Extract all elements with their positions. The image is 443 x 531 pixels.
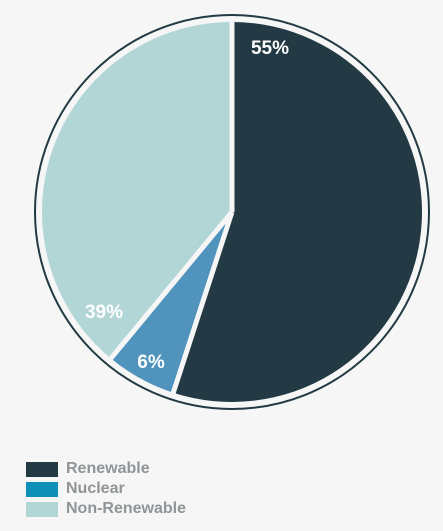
pie-slice-non-renewable: [42, 22, 233, 359]
pie-slice-renewable: [173, 22, 422, 402]
slice-label-non-renewable: 39%: [85, 302, 123, 323]
legend-swatch-non-renewable: [26, 501, 58, 517]
legend-label-non-renewable: Non-Renewable: [66, 500, 187, 517]
slice-label-nuclear: 6%: [137, 352, 165, 373]
legend-label-renewable: Renewable: [66, 460, 150, 477]
legend-label-nuclear: Nuclear: [66, 480, 125, 497]
legend-item-non-renewable: Non-Renewable: [26, 499, 186, 519]
pie-slice-nuclear: [110, 212, 232, 393]
slice-separator: [108, 210, 234, 361]
slice-label-renewable: 55%: [251, 38, 289, 59]
legend-item-renewable: Renewable: [26, 459, 186, 479]
pie-outer-ring: [34, 14, 430, 410]
legend-swatch-nuclear: [26, 481, 58, 497]
legend-item-nuclear: Nuclear: [26, 479, 186, 499]
pie-chart: 55% 6% 39%: [34, 14, 430, 410]
legend-swatch-renewable: [26, 461, 58, 477]
legend: Renewable Nuclear Non-Renewable: [26, 459, 186, 519]
slice-separator: [170, 211, 235, 395]
